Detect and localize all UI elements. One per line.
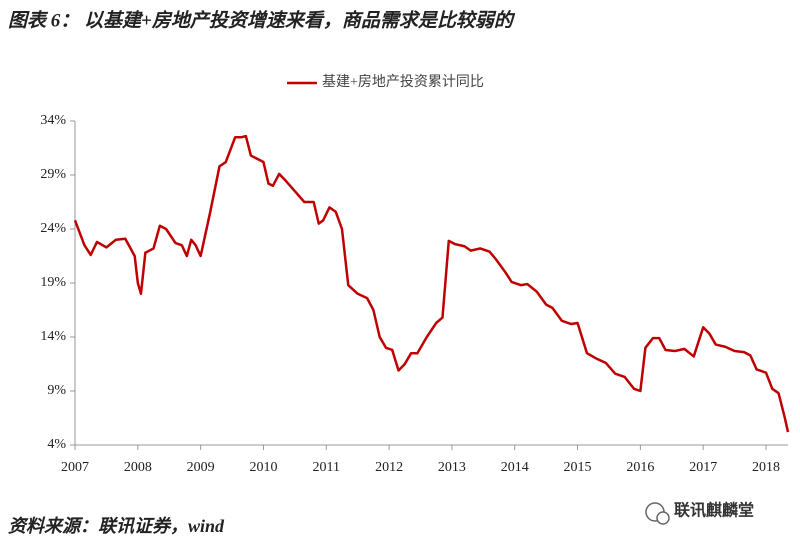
x-tick-label: 2016 xyxy=(626,460,654,475)
x-tick-label: 2017 xyxy=(689,460,717,475)
x-tick-label: 2012 xyxy=(375,460,403,475)
x-tick-label: 2010 xyxy=(249,460,277,475)
x-tick-label: 2013 xyxy=(438,460,466,475)
chart-title: 图表 6： 以基建+房地产投资增速来看，商品需求是比较弱的 xyxy=(8,9,516,31)
source-note: 资料来源：联讯证券，wind xyxy=(8,516,225,536)
x-tick-label: 2015 xyxy=(564,460,592,475)
x-tick-label: 2007 xyxy=(61,460,89,475)
x-tick-label: 2009 xyxy=(187,460,215,475)
watermark: 联讯麒麟堂 xyxy=(674,501,754,520)
y-tick-label: 24% xyxy=(40,221,66,236)
x-tick-label: 2008 xyxy=(124,460,152,475)
y-tick-label: 4% xyxy=(47,437,66,452)
x-tick-label: 2014 xyxy=(501,460,529,475)
y-tick-label: 9% xyxy=(47,383,66,398)
y-tick-label: 14% xyxy=(40,329,66,344)
y-tick-label: 29% xyxy=(40,167,66,182)
x-tick-label: 2018 xyxy=(752,460,780,475)
y-tick-label: 19% xyxy=(40,275,66,290)
y-tick-label: 34% xyxy=(40,113,66,128)
line-series xyxy=(73,134,790,433)
legend-label: 基建+房地产投资累计同比 xyxy=(322,73,484,90)
x-tick-label: 2011 xyxy=(313,460,340,475)
watermark-icon xyxy=(645,502,670,525)
